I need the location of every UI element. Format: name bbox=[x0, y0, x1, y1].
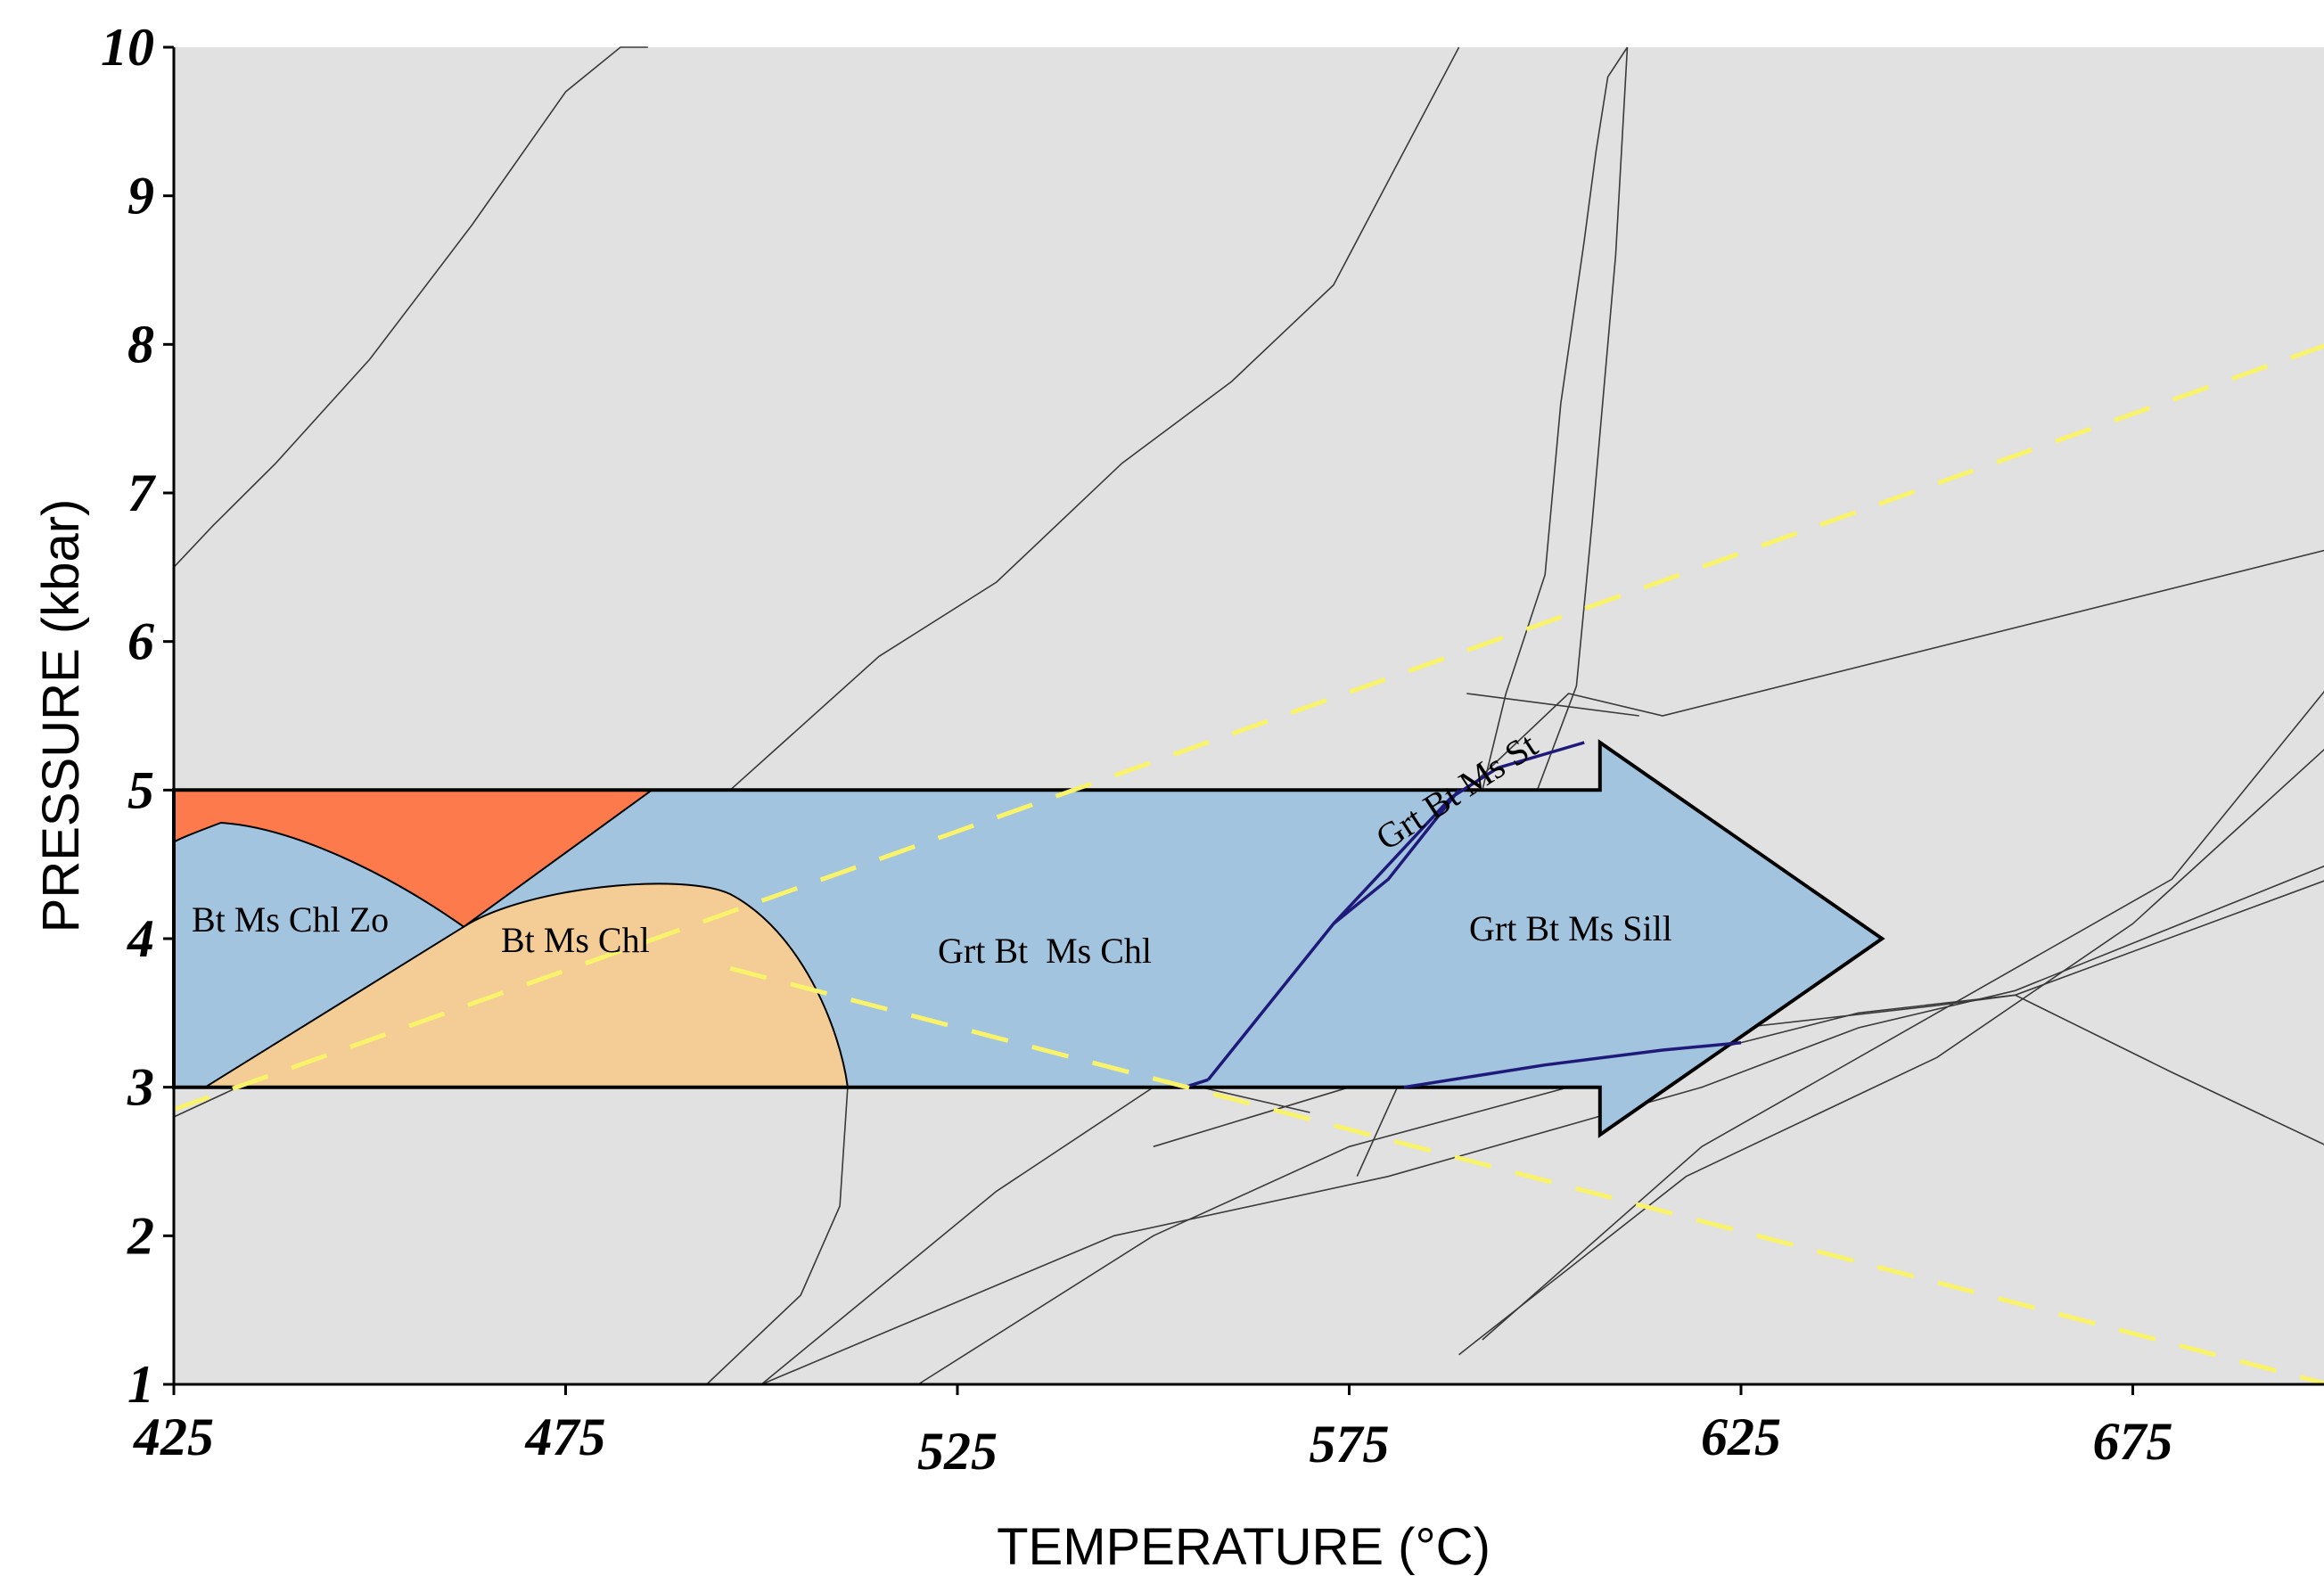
reaction-line-1 bbox=[173, 46, 648, 568]
reaction-line-14 bbox=[706, 1087, 849, 1385]
field-boundary-3 bbox=[1403, 1040, 1742, 1089]
boundary-chl bbox=[204, 882, 849, 1088]
x-tick-label-425: 425 bbox=[133, 1408, 214, 1466]
field-boundaries bbox=[1184, 741, 1742, 1089]
y-tick-label-5: 5 bbox=[127, 760, 154, 819]
field-fill-zo-upper bbox=[174, 790, 653, 927]
field-boundary-2 bbox=[1332, 789, 1460, 925]
reaction-line-12 bbox=[2015, 994, 2324, 1145]
y-tick-label-9: 9 bbox=[127, 167, 154, 226]
region-label-bt-ms-chl: Bt Ms Chl bbox=[501, 920, 650, 960]
y-tick-label-6: 6 bbox=[127, 612, 154, 671]
y-tick-label-8: 8 bbox=[127, 315, 154, 373]
yellow-dashed-line-2 bbox=[729, 965, 2324, 1386]
x-tick-label-525: 525 bbox=[917, 1422, 998, 1481]
reaction-line-8 bbox=[1482, 690, 2324, 1341]
y-tick-label-10: 10 bbox=[101, 18, 154, 77]
x-tick-label-625: 625 bbox=[1701, 1408, 1781, 1466]
boundary-zo bbox=[173, 789, 653, 928]
y-tick-label-3: 3 bbox=[127, 1058, 154, 1117]
reaction-line-6 bbox=[1466, 693, 1639, 717]
axes: 1 2 3 4 5 6 7 8 9 10 425 475 525 575 625 675 bbox=[101, 18, 2324, 1481]
isotherm-dashed-lines bbox=[173, 343, 2324, 1386]
y-tick-label-2: 2 bbox=[127, 1206, 154, 1265]
region-label-grt-bt-ms-sill: Grt Bt Ms Sill bbox=[1469, 908, 1672, 948]
field-fill-bt-ms-chl bbox=[205, 883, 848, 1088]
pt-path-arrow bbox=[172, 739, 1885, 1138]
reaction-line-7 bbox=[1458, 748, 2324, 1356]
y-tick-label-7: 7 bbox=[127, 464, 156, 522]
region-label-bt-ms-chl-zo: Bt Ms Chl Zo bbox=[192, 899, 389, 940]
x-axis-title: TEMPERATURE (°C) bbox=[997, 1518, 1490, 1576]
region-label-grt-bt-ms-chl: Grt Bt Ms Chl bbox=[938, 931, 1152, 971]
x-tick-label-575: 575 bbox=[1310, 1415, 1390, 1473]
y-tick-label-4: 4 bbox=[127, 909, 154, 968]
x-tick-label-475: 475 bbox=[525, 1408, 606, 1466]
yellow-dashed-line-1 bbox=[173, 343, 2324, 1112]
y-tick-label-1: 1 bbox=[127, 1355, 154, 1414]
plot-background bbox=[174, 47, 2324, 1384]
x-tick-label-675: 675 bbox=[2093, 1412, 2173, 1471]
reaction-line-9 bbox=[760, 865, 2324, 1385]
y-axis-title: PRESSURE (kbar) bbox=[32, 499, 90, 933]
arrow-outline bbox=[172, 739, 1885, 1138]
